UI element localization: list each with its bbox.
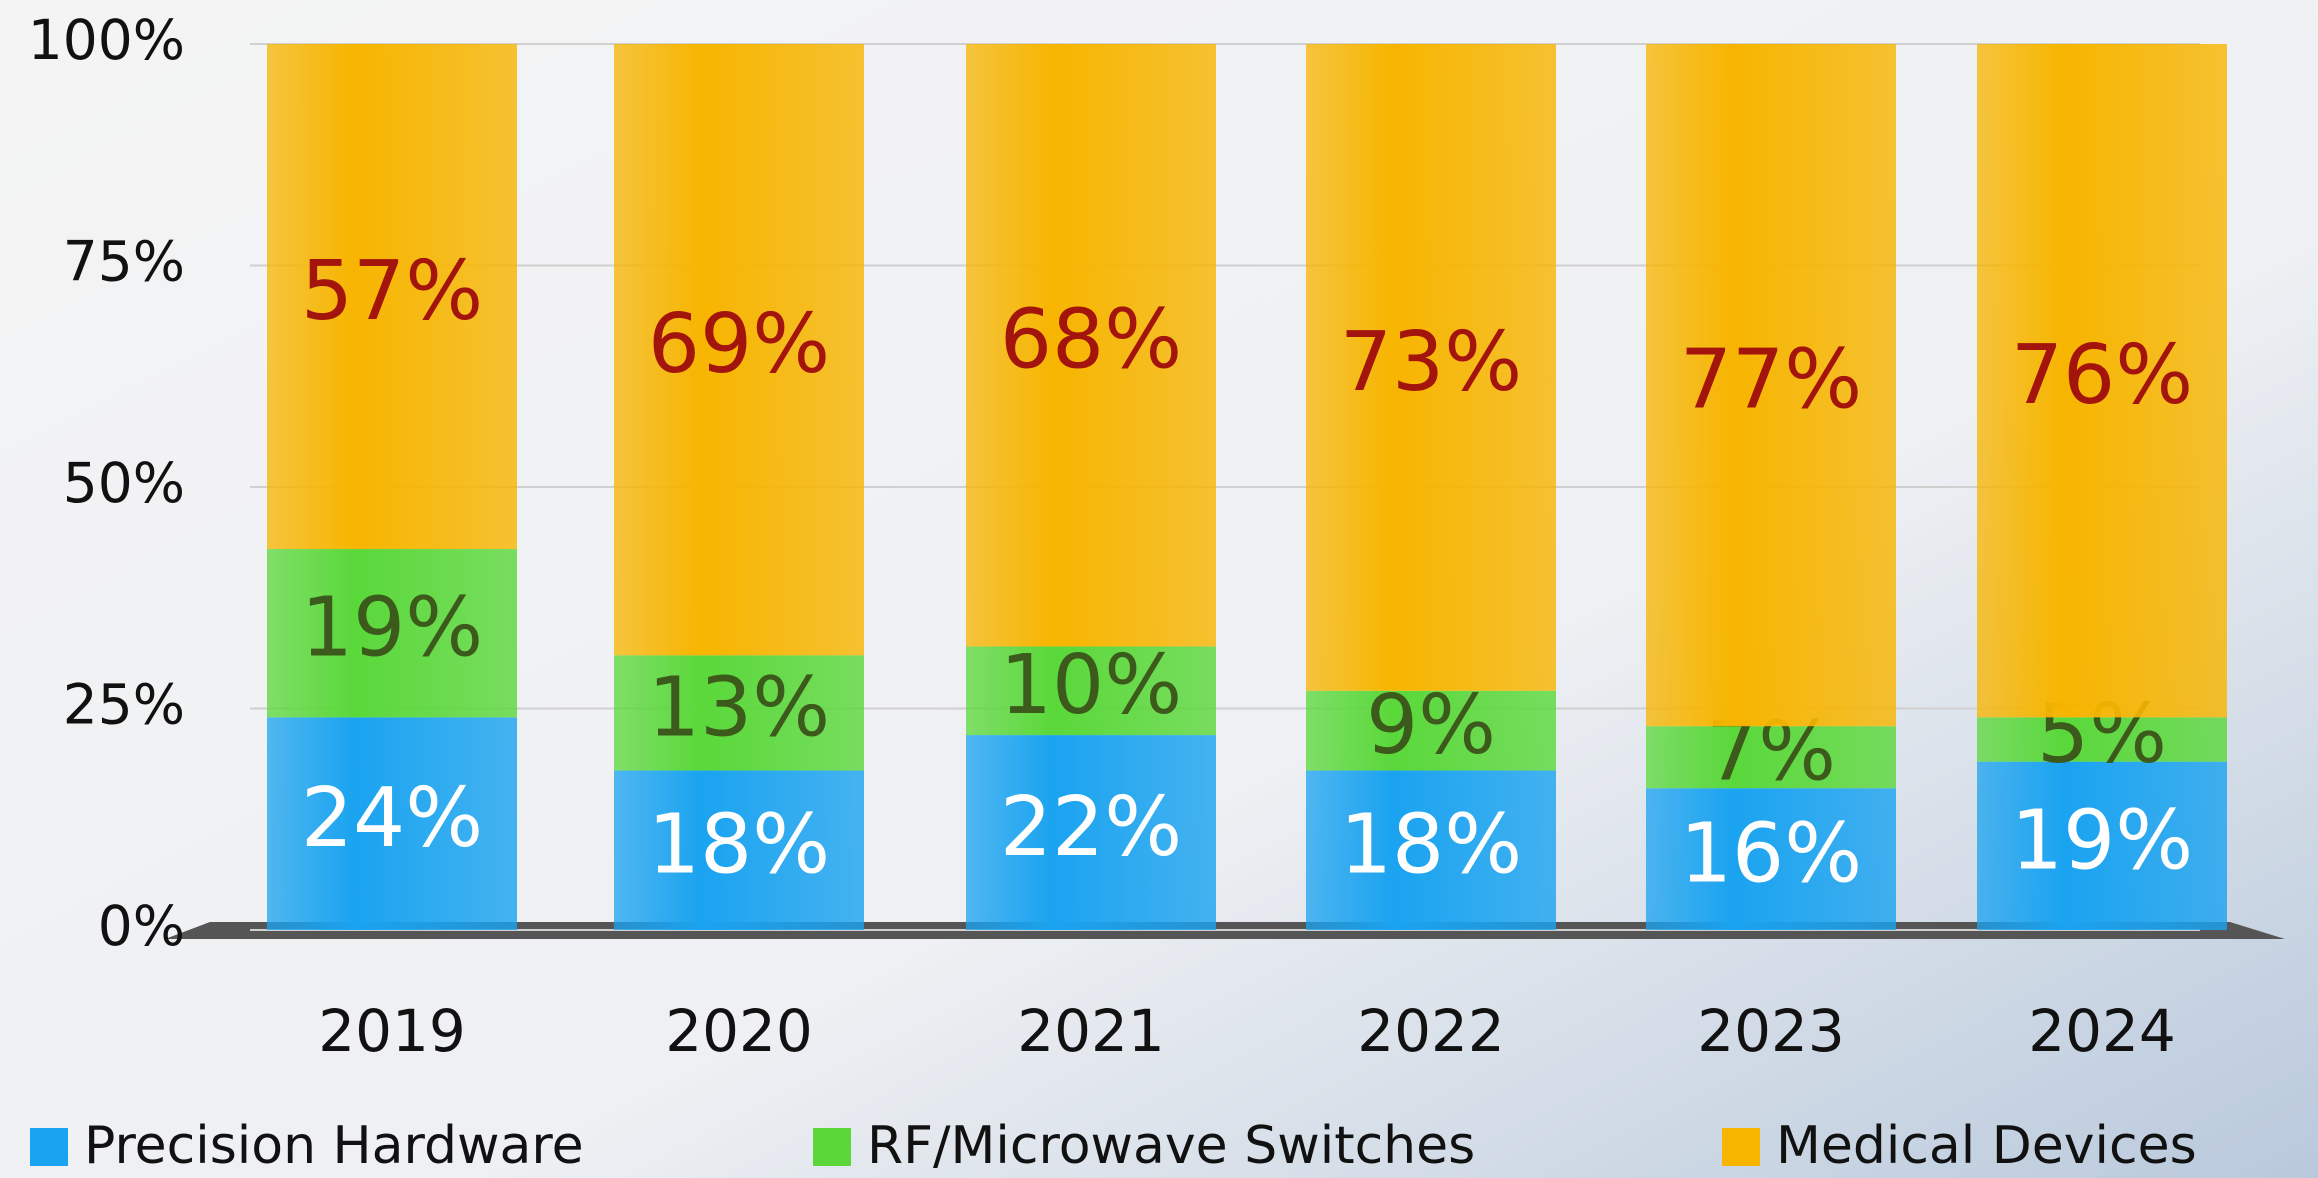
bar-segment (614, 770, 864, 930)
y-tick-label: 0% (98, 894, 185, 958)
bar-segment (267, 549, 517, 718)
y-tick-label: 75% (63, 230, 185, 294)
value-label: 18% (1340, 798, 1522, 893)
plot: 0% 25% 50% 75% 100% 24% 19% 57% 2019 18% 13% 69% 202… (28, 8, 2227, 1176)
bar-segment (1646, 44, 1896, 727)
x-tick-label: 2023 (1697, 997, 1845, 1065)
value-label: 18% (648, 798, 830, 893)
y-tick-label: 25% (63, 673, 185, 737)
y-tick-label: 100% (28, 8, 185, 72)
value-label: 68% (1000, 293, 1182, 388)
bar-segment (1977, 717, 2227, 762)
bar-segment (614, 44, 864, 656)
bar-segment (1977, 44, 2227, 718)
bar-segment (614, 655, 864, 771)
bar-segment (267, 717, 517, 930)
legend-swatch (1722, 1128, 1760, 1166)
value-label: 57% (301, 244, 483, 339)
x-tick-label: 2020 (665, 997, 813, 1065)
value-label: 73% (1340, 315, 1522, 410)
value-label: 10% (1000, 638, 1182, 733)
x-tick-label: 2021 (1017, 997, 1165, 1065)
bar-segment (966, 44, 1216, 647)
x-tick-label: 2022 (1357, 997, 1505, 1065)
value-label: 77% (1680, 333, 1862, 428)
bar-segment (1646, 726, 1896, 789)
x-tick-label: 2019 (318, 997, 466, 1065)
bar-segment (267, 44, 517, 550)
value-label: 19% (301, 581, 483, 676)
bar-segment (966, 646, 1216, 736)
x-tick-label: 2024 (2028, 997, 2176, 1065)
bar-segment (1977, 761, 2227, 930)
bar-segment (966, 735, 1216, 930)
bar-segment (1306, 44, 1556, 691)
legend-label: RF/Microwave Switches (867, 1116, 1475, 1176)
legend-swatch (30, 1128, 68, 1166)
value-label: 19% (2011, 793, 2193, 888)
value-label: 69% (648, 297, 830, 392)
value-label: 16% (1680, 807, 1862, 902)
value-label: 24% (301, 771, 483, 866)
y-tick-label: 50% (63, 451, 185, 515)
legend-label: Medical Devices (1776, 1116, 2197, 1176)
bar-segment (1646, 788, 1896, 930)
bar-segment (1306, 690, 1556, 771)
bar-segment (1306, 770, 1556, 930)
legend-label: Precision Hardware (84, 1116, 584, 1176)
legend-swatch (813, 1128, 851, 1166)
value-label: 13% (648, 660, 830, 755)
value-label: 22% (1000, 780, 1182, 875)
value-label: 76% (2011, 328, 2193, 423)
value-label: 9% (1366, 678, 1496, 773)
